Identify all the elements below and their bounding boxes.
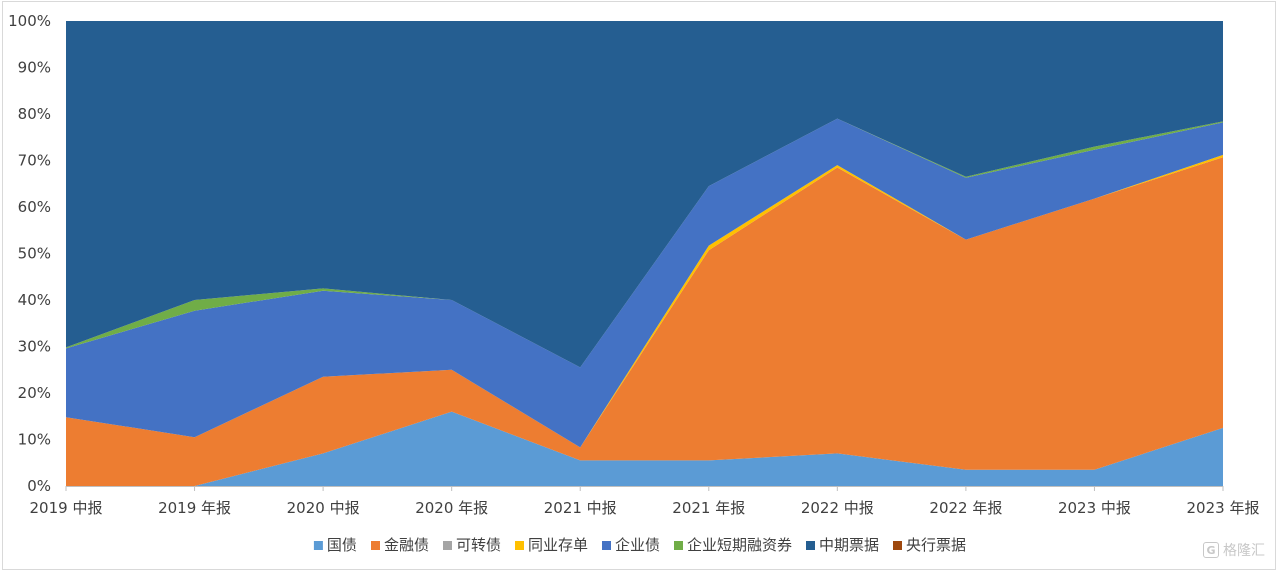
- area-series-5: [66, 118, 1223, 448]
- legend-swatch: [602, 541, 611, 550]
- y-tick-label: 20%: [18, 384, 51, 402]
- legend-label: 金融债: [384, 536, 429, 554]
- legend-item: 国债: [313, 536, 357, 554]
- legend-item: 企业债: [602, 536, 660, 554]
- legend-swatch: [806, 541, 815, 550]
- legend-label: 中期票据: [819, 536, 879, 554]
- legend-item: 中期票据: [806, 536, 879, 554]
- x-tick-label: 2019 年报: [158, 499, 231, 517]
- y-tick-label: 30%: [18, 338, 51, 356]
- x-tick-label: 2022 中报: [801, 499, 874, 517]
- legend-item: 可转债: [443, 536, 501, 554]
- watermark: G 格隆汇: [1203, 540, 1265, 560]
- x-tick-label: 2020 年报: [415, 499, 488, 517]
- y-tick-label: 10%: [18, 431, 51, 449]
- x-tick-label: 2021 年报: [672, 499, 745, 517]
- y-tick-label: 60%: [18, 198, 51, 216]
- legend-item: 同业存单: [515, 536, 588, 554]
- legend-label: 同业存单: [528, 536, 588, 554]
- legend-swatch: [443, 541, 452, 550]
- x-tick-label: 2022 年报: [929, 499, 1002, 517]
- legend-item: 央行票据: [893, 536, 966, 554]
- stacked-area-chart: 0% 10% 20% 30% 40% 50% 60% 70% 80% 90% 100% 2019 中…: [8, 12, 1260, 554]
- area-series-2: [66, 157, 1223, 486]
- legend-label: 央行票据: [906, 536, 966, 554]
- y-tick-label: 40%: [18, 291, 51, 309]
- legend-swatch: [893, 541, 902, 550]
- legend-swatch: [674, 541, 683, 550]
- y-tick-label: 50%: [18, 245, 51, 263]
- legend-item: 企业短期融资券: [674, 536, 792, 554]
- legend-label: 可转债: [456, 536, 501, 554]
- y-tick-label: 70%: [18, 152, 51, 170]
- legend-item: 金融债: [371, 536, 429, 554]
- legend-swatch: [515, 541, 524, 550]
- x-tick-label: 2023 年报: [1187, 499, 1260, 517]
- y-tick-label: 80%: [18, 105, 51, 123]
- x-tick-label: 2021 中报: [544, 499, 617, 517]
- x-tick-label: 2020 中报: [287, 499, 360, 517]
- legend-swatch: [371, 541, 380, 550]
- area-series-1: [66, 411, 1223, 486]
- legend-swatch: [313, 541, 323, 550]
- x-tick-label: 2023 中报: [1058, 499, 1131, 517]
- legend-label: 国债: [327, 536, 357, 554]
- watermark-text: 格隆汇: [1223, 543, 1265, 559]
- watermark-logo-icon: G: [1203, 542, 1219, 558]
- area-series-7: [66, 21, 1223, 368]
- y-tick-label: 90%: [18, 59, 51, 77]
- x-tick-label: 2019 中报: [30, 499, 103, 517]
- legend-label: 企业债: [615, 536, 660, 554]
- y-tick-label: 100%: [8, 12, 51, 30]
- y-tick-label: 0%: [27, 477, 51, 495]
- legend-label: 企业短期融资券: [687, 536, 792, 554]
